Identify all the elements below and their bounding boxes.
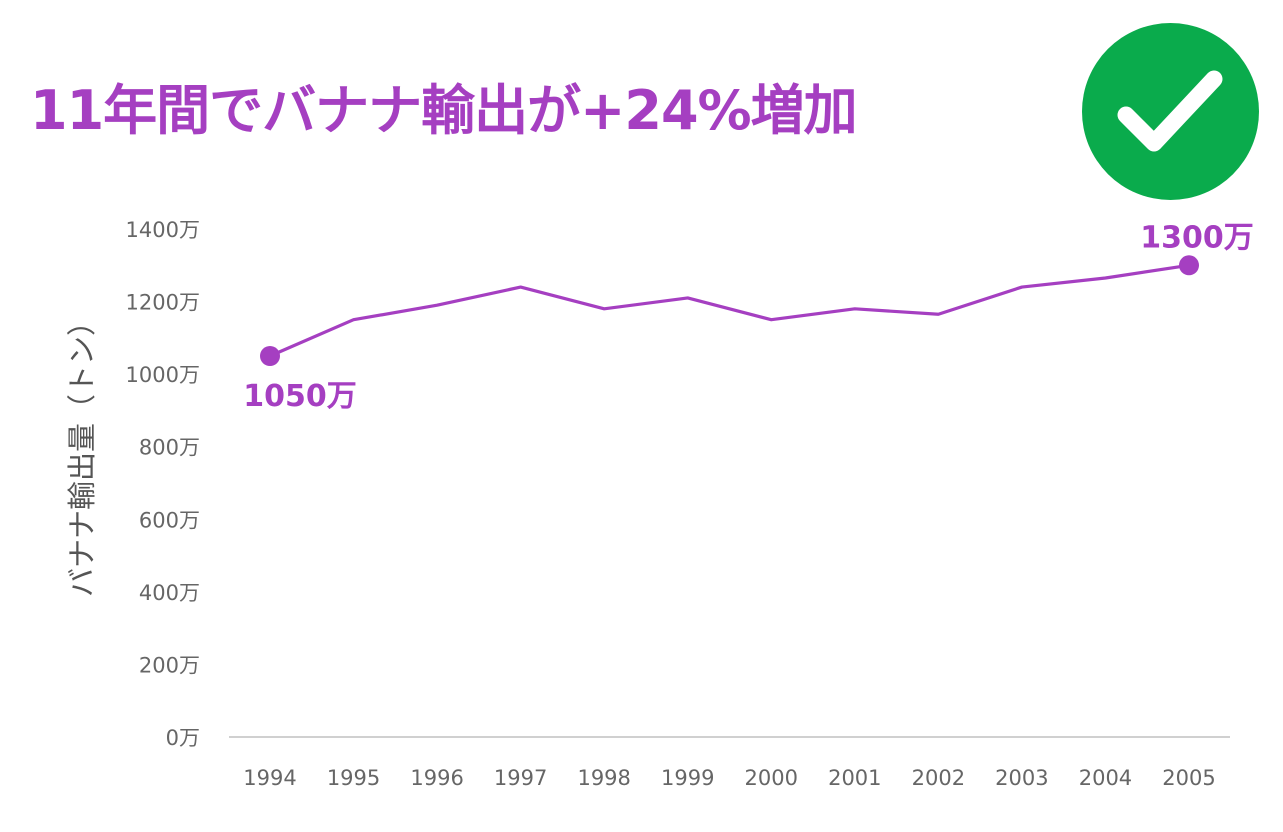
y-tick-label: 400万 bbox=[139, 581, 200, 605]
check-circle-icon bbox=[1082, 23, 1259, 200]
y-axis-ticks: 0万 200万 400万 600万 800万 1000万 1200万 1400万 bbox=[126, 218, 200, 750]
annotation-group: 1050万 1300万 bbox=[243, 220, 1254, 414]
y-tick-label: 600万 bbox=[139, 508, 200, 532]
data-point-marker bbox=[1179, 255, 1199, 276]
x-tick-label: 2005 bbox=[1162, 766, 1215, 790]
x-tick-label: 1998 bbox=[577, 766, 630, 790]
y-tick-label: 800万 bbox=[139, 436, 200, 460]
x-tick-label: 1995 bbox=[327, 766, 380, 790]
y-tick-label: 0万 bbox=[166, 726, 200, 750]
x-tick-label: 2001 bbox=[828, 766, 881, 790]
y-tick-label: 1400万 bbox=[126, 218, 200, 242]
y-tick-label: 1200万 bbox=[126, 291, 200, 315]
y-tick-label: 1000万 bbox=[126, 363, 200, 387]
data-label: 1050万 bbox=[243, 379, 357, 414]
y-axis-label: バナナ輸出量（トン） bbox=[65, 307, 99, 597]
x-tick-label: 1997 bbox=[494, 766, 547, 790]
x-tick-label: 1999 bbox=[661, 766, 714, 790]
x-tick-label: 2000 bbox=[745, 766, 798, 790]
x-tick-label: 1996 bbox=[410, 766, 463, 790]
x-axis-ticks: 1994 1995 1996 1997 1998 1999 2000 2001 2002 2003… bbox=[243, 766, 1215, 790]
data-label: 1300万 bbox=[1140, 220, 1254, 255]
series-group bbox=[268, 263, 1191, 358]
series-line bbox=[268, 263, 1191, 358]
x-tick-label: 1994 bbox=[243, 766, 296, 790]
x-tick-label: 2004 bbox=[1079, 766, 1132, 790]
x-tick-label: 2003 bbox=[995, 766, 1048, 790]
y-tick-label: 200万 bbox=[139, 653, 200, 677]
x-tick-label: 2002 bbox=[912, 766, 965, 790]
data-point-marker bbox=[260, 346, 280, 366]
chart-title: 11年間でバナナ輸出が+24%増加 bbox=[30, 79, 858, 142]
